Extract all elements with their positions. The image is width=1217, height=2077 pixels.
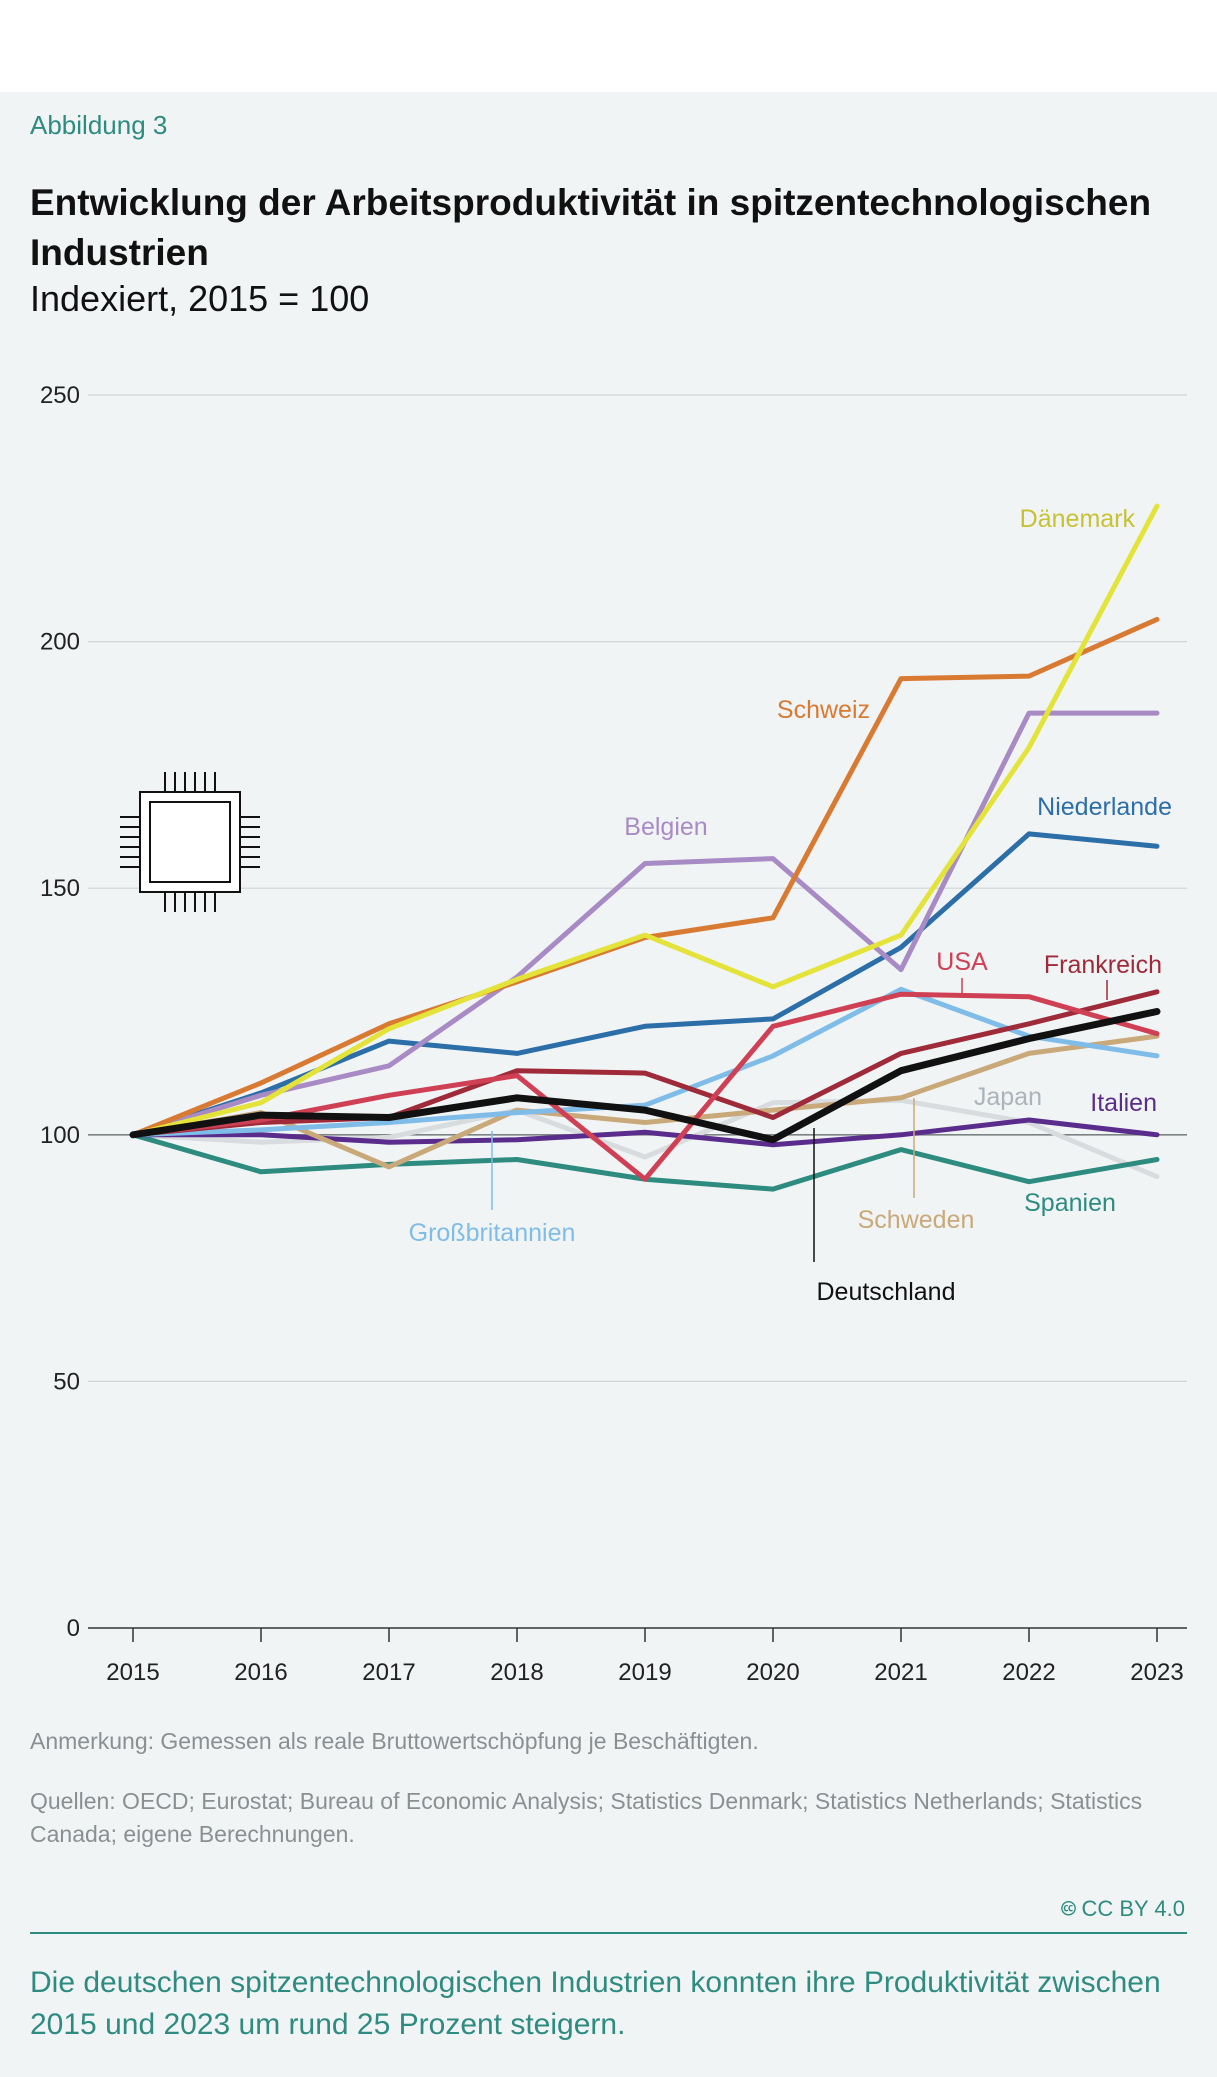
series-line-italien xyxy=(130,1117,1160,1148)
series-label-großbritannien: Großbritannien xyxy=(409,1219,576,1247)
series-line-schweden xyxy=(130,1033,1160,1170)
series-line-frankreich xyxy=(130,989,1160,1138)
y-tick-label: 50 xyxy=(53,1368,80,1395)
y-tick-label: 0 xyxy=(67,1615,80,1642)
x-tick-label: 2021 xyxy=(874,1659,927,1686)
x-tick-label: 2016 xyxy=(234,1659,287,1686)
chart-subtitle: Indexiert, 2015 = 100 xyxy=(30,278,370,319)
x-tick-label: 2018 xyxy=(490,1659,543,1686)
series-label-deutschland: Deutschland xyxy=(817,1278,956,1306)
series-label-dänemark: Dänemark xyxy=(1020,505,1136,533)
line-chart: 0 50 100 150 200 250 2015 2016 2017 2018 2019 2020… xyxy=(40,382,1187,1686)
series-label-schweiz: Schweiz xyxy=(777,696,870,724)
series-label-schweden: Schweden xyxy=(858,1206,975,1234)
creative-commons-icon: 🅭︎ xyxy=(1061,1896,1076,1921)
x-tick-label: 2015 xyxy=(106,1659,159,1686)
chart-title: Entwicklung der Arbeitsproduktivität in … xyxy=(30,182,1152,273)
y-tick-label: 200 xyxy=(40,629,80,656)
series-label-italien: Italien xyxy=(1090,1089,1157,1117)
series-line-usa xyxy=(130,991,1160,1182)
x-tick-label: 2022 xyxy=(1002,1659,1055,1686)
series-label-belgien: Belgien xyxy=(624,813,707,841)
y-tick-label: 250 xyxy=(40,382,80,409)
summary-text: Die deutschen spitzentechnologischen Ind… xyxy=(30,1966,1161,2041)
series-label-niederlande: Niederlande xyxy=(1037,793,1172,821)
x-tick-label: 2019 xyxy=(618,1659,671,1686)
chart-note: Anmerkung: Gemessen als reale Bruttowert… xyxy=(30,1728,759,1754)
series-label-spanien: Spanien xyxy=(1024,1189,1116,1217)
y-tick-label: 100 xyxy=(40,1122,80,1149)
series-label-frankreich: Frankreich xyxy=(1044,951,1162,979)
grid-layer: 0 50 100 150 200 250 xyxy=(40,382,1187,1642)
x-tick-label: 2020 xyxy=(746,1659,799,1686)
y-tick-label: 150 xyxy=(40,875,80,902)
series-line-deutschland xyxy=(129,1008,1161,1144)
figure-label: Abbildung 3 xyxy=(30,110,168,140)
license-label: CC BY 4.0 xyxy=(1081,1896,1185,1921)
series-layer xyxy=(129,503,1161,1192)
series-line-japan xyxy=(130,1097,1160,1180)
x-axis: 2015 2016 2017 2018 2019 2020 2021 2022 2023 xyxy=(88,1627,1187,1686)
x-tick-label: 2017 xyxy=(362,1659,415,1686)
license-badge[interactable]: 🅭︎ CC BY 4.0 xyxy=(1062,1896,1185,1923)
series-line-belgien xyxy=(130,710,1160,1138)
divider xyxy=(30,1932,1187,1934)
series-label-japan: Japan xyxy=(974,1083,1042,1111)
series-line-schweiz xyxy=(130,616,1160,1138)
x-tick-label: 2023 xyxy=(1130,1659,1183,1686)
figure-panel xyxy=(0,92,1217,2077)
series-line-großbritannien xyxy=(130,986,1160,1138)
series-label-usa: USA xyxy=(936,948,988,976)
series-labels: Japan Spanien Italien Schweden Großbritannie… xyxy=(409,505,1172,1306)
chart-sources: Quellen: OECD; Eurostat; Bureau of Econo… xyxy=(30,1788,1143,1847)
microchip-icon xyxy=(120,772,260,912)
series-line-dänemark xyxy=(130,503,1160,1138)
